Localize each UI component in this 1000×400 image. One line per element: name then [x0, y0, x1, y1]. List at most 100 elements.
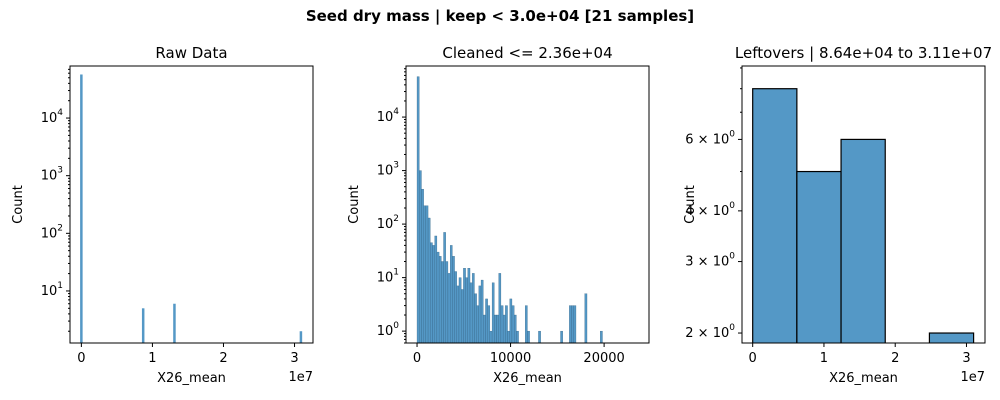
y-tick-label: 100: [377, 321, 400, 339]
histogram-bar: [449, 245, 453, 343]
panel-title: Leftovers | 8.64e+04 to 3.11e+07: [735, 44, 992, 62]
histogram-bar: [438, 256, 442, 343]
x-tick-label: 20000: [583, 351, 624, 366]
panel-1: 0 1 2 3 101 102 103 104 Raw Data X26_mean Count 1e7: [11, 44, 314, 386]
x-tick-label: 0: [749, 351, 757, 366]
histogram-bar: [425, 205, 429, 343]
histogram-bar: [469, 282, 473, 343]
histogram-bar: [454, 271, 457, 343]
histogram-bar: [299, 331, 303, 343]
histogram-bar: [465, 277, 468, 343]
histogram-bar: [600, 330, 603, 343]
histogram-bar: [463, 268, 466, 343]
histogram-bar: [416, 76, 420, 343]
histogram-bar: [452, 256, 455, 343]
histogram-bar: [491, 282, 495, 343]
y-tick-label: 103: [41, 166, 63, 184]
x-tick-label: 1: [148, 351, 156, 366]
histogram-bar: [432, 245, 435, 343]
panel-title: Raw Data: [155, 44, 227, 62]
x-tick-label: 1: [820, 351, 828, 366]
y-tick-label: 102: [41, 223, 63, 241]
histogram-bar: [928, 332, 975, 343]
bars: [80, 74, 303, 343]
histogram-bar: [571, 305, 574, 343]
histogram-bar: [141, 308, 145, 343]
figure-title: Seed dry mass | keep < 3.0e+04 [21 sampl…: [306, 7, 694, 26]
histogram-bar: [445, 261, 449, 343]
histogram-bar: [496, 314, 499, 343]
axes-frame: [69, 65, 314, 344]
histogram-bar: [430, 242, 433, 343]
y-tick-label: 104: [41, 108, 64, 126]
x-axis-label: X26_mean: [157, 371, 226, 386]
histogram-bar: [80, 74, 83, 343]
histogram-bar: [560, 330, 563, 343]
histogram-bar: [511, 305, 515, 343]
axes-frame: [741, 65, 986, 344]
panel-title: Cleaned <= 2.36e+04: [442, 44, 612, 62]
histogram-bar: [509, 298, 513, 343]
histogram-bar: [434, 235, 438, 343]
histogram-bar: [489, 330, 493, 343]
histogram-bar: [436, 251, 440, 343]
y-tick-label: 101: [377, 268, 399, 286]
x-tick-label: 10000: [490, 351, 531, 366]
histogram-bar: [461, 289, 464, 343]
y-axis-label: Count: [347, 185, 362, 224]
histogram-bar: [421, 188, 424, 343]
axes-frame: [405, 65, 650, 344]
x-tick-label: 0: [413, 351, 421, 366]
y-tick-label: 6 × 100: [685, 129, 735, 147]
histogram-bar: [476, 305, 479, 343]
histogram-bar: [173, 303, 176, 343]
histogram-bar: [516, 330, 519, 343]
y-axis-label: Count: [11, 185, 26, 224]
histogram-bar: [467, 268, 471, 343]
y-tick-label: 102: [377, 214, 399, 232]
x-tick-label: 2: [219, 351, 227, 366]
histogram-bar: [752, 88, 798, 343]
histogram-bar: [500, 305, 504, 343]
panel-3: 0 1 2 3 2 × 100 3 × 100 4 × 100 6 × 100 Leftover…: [683, 44, 992, 386]
histogram-bar: [527, 330, 530, 343]
y-axis-label: Count: [683, 185, 698, 224]
histogram-bar: [505, 305, 508, 343]
x-tick-label: 3: [290, 351, 298, 366]
histogram-bar: [525, 305, 528, 343]
histogram-bar: [584, 293, 588, 343]
histogram-bar: [573, 305, 577, 343]
histogram-bar: [538, 330, 541, 343]
histogram-bar: [507, 330, 510, 343]
histogram-bar: [514, 314, 517, 343]
histogram-bar: [472, 273, 475, 343]
y-tick-label: 101: [41, 281, 63, 299]
y-tick-label: 103: [377, 161, 399, 179]
histogram-bar: [447, 273, 451, 343]
histogram-bar: [427, 217, 431, 343]
bars: [416, 76, 603, 343]
histogram-bar: [840, 138, 886, 343]
x-tick-label: 2: [891, 351, 899, 366]
x-offset-label: 1e7: [288, 370, 313, 385]
histogram-bar: [423, 205, 427, 343]
x-tick-label: 3: [962, 351, 970, 366]
x-axis-label: X26_mean: [829, 371, 898, 386]
histogram-bar: [485, 298, 488, 343]
histogram-bar: [419, 170, 422, 343]
histogram-bar: [478, 285, 482, 343]
histogram-bar: [480, 279, 484, 343]
y-tick-label: 2 × 100: [685, 323, 735, 341]
x-tick-label: 0: [77, 351, 85, 366]
x-axis-label: X26_mean: [493, 371, 562, 386]
panel-2: 0 10000 20000 100 101 102 103 104 Cleaned <= 2.3…: [347, 44, 650, 386]
histogram-bar: [441, 261, 444, 343]
y-tick-label: 4 × 100: [685, 201, 735, 219]
histogram-bar: [502, 314, 506, 343]
y-tick-label: 3 × 100: [685, 252, 735, 270]
histogram-bar: [483, 314, 486, 343]
histogram-bar: [498, 273, 502, 343]
histogram-bar: [458, 277, 462, 343]
